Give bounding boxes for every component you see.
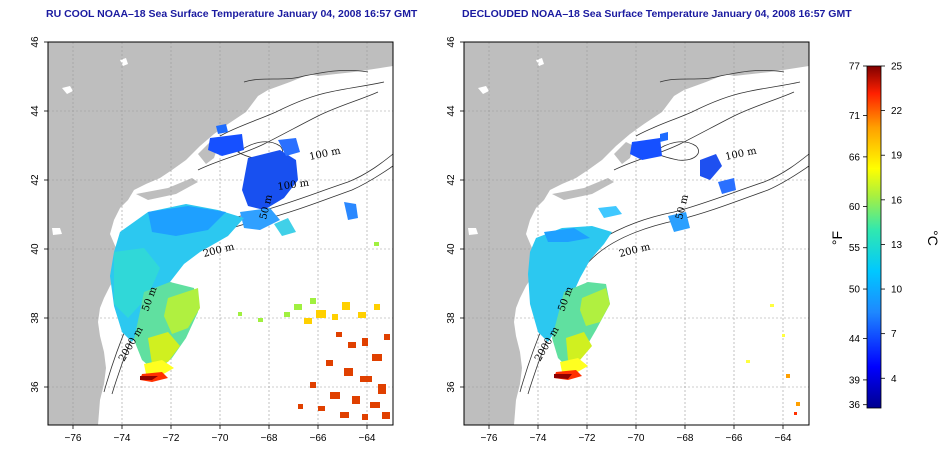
left-map: 100 m 100 m 200 m 50 m 2000 m 50 m: [47, 41, 394, 426]
celsius-unit-label: °C: [925, 230, 941, 246]
fahrenheit-unit-label: °F: [829, 231, 845, 245]
lat-tick-label: 44: [446, 105, 457, 117]
lat-tick-label: 36: [446, 381, 457, 393]
lat-tick-label: 36: [30, 381, 41, 393]
lon-tick-label: −74: [114, 433, 131, 444]
lat-tick-label: 40: [30, 243, 41, 255]
lon-tick-label: −68: [677, 433, 694, 444]
celsius-tick-label: 16: [891, 195, 903, 206]
fahrenheit-tick-label: 44: [849, 334, 861, 345]
fahrenheit-tick-label: 36: [849, 400, 861, 411]
lon-tick-label: −66: [726, 433, 743, 444]
celsius-tick-label: 10: [891, 285, 903, 296]
lon-tick-label: −74: [530, 433, 547, 444]
fahrenheit-tick-label: 66: [849, 152, 861, 163]
right-map-title: DECLOUDED NOAA–18 Sea Surface Temperatur…: [462, 8, 852, 20]
right-map: 100 m 200 m 50 m 2000 m 50 m: [463, 41, 810, 426]
left-sst-pixels: [110, 124, 390, 420]
lat-tick-label: 40: [446, 243, 457, 255]
lon-tick-label: −64: [775, 433, 792, 444]
fahrenheit-tick-label: 55: [849, 243, 861, 254]
celsius-tick-label: 22: [891, 106, 903, 117]
left-map-title: RU COOL NOAA–18 Sea Surface Temperature …: [46, 8, 418, 20]
lon-tick-label: −76: [65, 433, 82, 444]
colorbar: 25 22 19 16 13 10 7 4 77 71 66 60 55 50 44 39 36 °F °C: [829, 62, 941, 412]
fahrenheit-tick-label: 50: [849, 285, 861, 296]
celsius-tick-label: 7: [891, 329, 897, 340]
lat-tick-label: 42: [446, 174, 457, 186]
lat-tick-label: 42: [30, 174, 41, 186]
colorbar-ramp: [866, 65, 882, 409]
lat-tick-label: 38: [446, 312, 457, 324]
right-sst-pixels: [528, 132, 800, 415]
contour-label-100m-b: 100 m: [277, 178, 310, 193]
fahrenheit-tick-label: 39: [849, 375, 861, 386]
lon-tick-label: −66: [310, 433, 327, 444]
lon-tick-label: −76: [481, 433, 498, 444]
fahrenheit-tick-label: 71: [849, 111, 861, 122]
celsius-tick-label: 4: [891, 374, 897, 385]
lon-tick-label: −70: [212, 433, 229, 444]
lon-tick-label: −68: [261, 433, 278, 444]
lat-tick-label: 44: [30, 105, 41, 117]
left-map-axes: −76 −74 −72 −70 −68 −66 −64 36 38 40 42 44 46: [30, 36, 376, 444]
right-map-axes: −76 −74 −72 −70 −68 −66 −64 36 38 40 42 44 46: [446, 36, 792, 444]
fahrenheit-tick-label: 60: [849, 202, 861, 213]
lat-tick-label: 46: [30, 36, 41, 48]
lon-tick-label: −72: [163, 433, 180, 444]
lon-tick-label: −70: [628, 433, 645, 444]
celsius-tick-label: 13: [891, 240, 903, 251]
colorbar-ticks: 25 22 19 16 13 10 7 4 77 71 66 60 55 50 44 39 36: [849, 62, 903, 412]
lon-tick-label: −64: [359, 433, 376, 444]
celsius-tick-label: 25: [891, 62, 903, 73]
lat-tick-label: 46: [446, 36, 457, 48]
lon-tick-label: −72: [579, 433, 596, 444]
celsius-tick-label: 19: [891, 151, 903, 162]
lat-tick-label: 38: [30, 312, 41, 324]
fahrenheit-tick-label: 77: [849, 62, 861, 73]
